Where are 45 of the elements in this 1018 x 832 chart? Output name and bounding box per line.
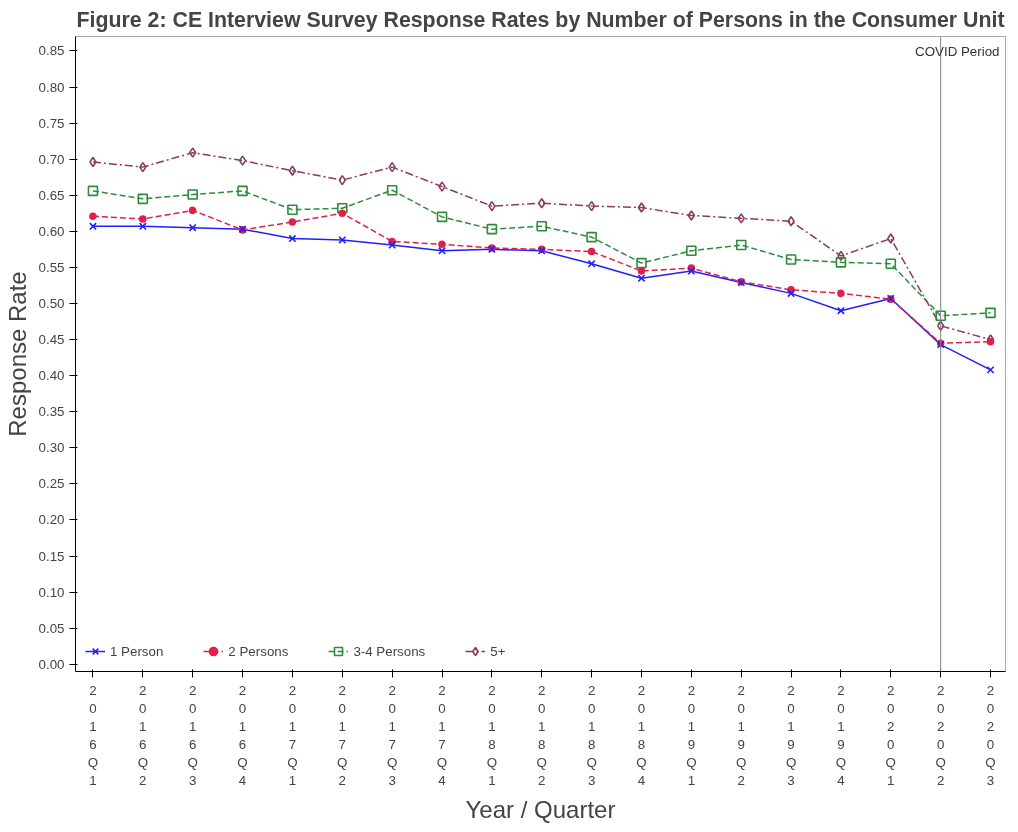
x-tick-label: 2018Q3 (586, 682, 597, 788)
legend-label: 1 Person (110, 643, 164, 659)
x-tick-label: 2019Q3 (785, 682, 797, 788)
x-tick-label: 2018Q1 (486, 682, 498, 788)
y-tick-label: 0.80 (38, 79, 65, 95)
ref-line-label: COVID Period (915, 43, 1000, 59)
y-tick-label: 0.20 (38, 512, 65, 528)
x-tick-label: 2017Q3 (386, 682, 398, 788)
y-tick-label: 0.25 (38, 476, 65, 492)
legend-label: 5+ (490, 643, 507, 659)
x-tick-label: 2019Q4 (835, 682, 847, 788)
y-tick-label: 0.70 (38, 151, 65, 167)
legend-label: 3-4 Persons (353, 643, 426, 659)
x-tick-label: 2020Q1 (885, 682, 896, 788)
x-tick-label: 2019Q2 (736, 682, 747, 788)
x-tick-label: 2016Q2 (137, 682, 149, 788)
x-tick-label: 2016Q3 (187, 682, 198, 788)
y-tick-label: 0.50 (38, 295, 65, 311)
x-tick-label: 2017Q4 (436, 682, 448, 788)
x-tick-label: 2019Q1 (686, 682, 697, 788)
y-tick-label: 0.10 (38, 584, 65, 600)
legend-label: 2 Persons (228, 643, 289, 659)
y-tick-label: 0.30 (38, 440, 65, 456)
x-tick-label: 2016Q4 (237, 682, 248, 788)
x-axis-title: Year / Quarter (465, 795, 616, 823)
y-tick-label: 0.55 (38, 259, 65, 275)
y-tick-label: 0.15 (38, 548, 65, 564)
y-tick-label: 0.65 (38, 187, 65, 203)
chart-title: Figure 2: CE Interview Survey Response Rates by Number of Persons in the Consumer Unit (76, 7, 1005, 32)
x-tick-label: 2018Q4 (636, 682, 647, 788)
x-tick-label: 2018Q2 (536, 682, 547, 788)
y-tick-label: 0.75 (38, 115, 65, 131)
y-tick-label: 0.35 (38, 404, 65, 420)
x-tick-label: 2016Q1 (87, 682, 99, 788)
x-tick-label: 2017Q2 (337, 682, 348, 788)
x-tick-label: 2017Q1 (287, 682, 298, 788)
y-tick-label: 0.05 (38, 620, 65, 636)
y-tick-label: 0.00 (38, 656, 65, 672)
x-tick-label: 2020Q3 (985, 682, 996, 788)
x-tick-label: 2020Q2 (935, 682, 946, 788)
y-tick-label: 0.85 (38, 43, 65, 59)
y-tick-label: 0.45 (38, 332, 65, 348)
y-tick-label: 0.60 (38, 223, 65, 239)
y-axis-title: Response Rate (3, 271, 31, 437)
y-tick-label: 0.40 (38, 368, 65, 384)
